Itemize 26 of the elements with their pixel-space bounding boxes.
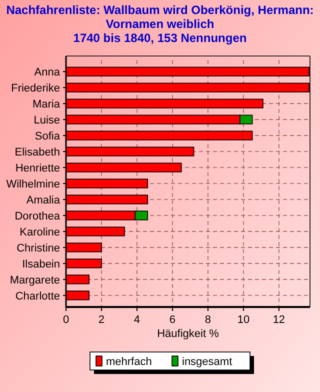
x-tick-label: 0 [62,314,70,326]
y-tick-label: Henriette [15,162,60,175]
y-tick-label: Amalia [26,194,61,206]
y-tick-label: Dorothea [14,210,61,222]
chart-title: Nachfahrenliste: Wallbaum wird Oberkönig, Hermann: Vornamen weiblich 1740 bis 1840, 153 Nennungen [6,3,314,45]
y-tick-label: Anna [34,66,61,79]
x-tick-label: 6 [169,314,176,326]
y-tick-label: Margarete [10,274,60,286]
x-tick-label: 8 [204,314,212,326]
y-tick-label: Karoline [20,226,60,238]
y-tick-label: Ilsabein [22,258,60,270]
x-tick-label: 4 [134,314,140,326]
x-axis-title: Häufigkeit % [157,328,220,340]
y-tick-label: Luise [34,114,60,127]
legend-label: insgesamt [182,356,232,368]
y-tick-label: Wilhelmine [6,178,60,190]
legend-label: mehrfach [106,356,152,368]
x-tick-label: 10 [237,314,250,326]
y-tick-label: Friederike [11,82,60,95]
x-tick-label: 2 [98,314,105,326]
y-tick-label: Charlotte [15,290,60,302]
y-tick-label: Elisabeth [14,146,60,159]
x-tick-label: 12 [272,314,286,326]
y-tick-label: Christine [16,242,60,254]
y-tick-label: Maria [32,98,61,111]
y-tick-label: Sofia [34,130,61,143]
